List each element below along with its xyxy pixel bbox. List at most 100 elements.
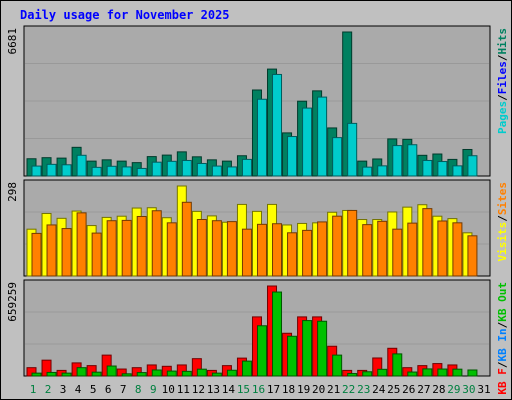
bar-files-day-2 [46,163,57,177]
bar-files-day-20 [317,96,328,177]
legend-separator: / [496,321,509,328]
x-tick-label: 26 [402,383,415,396]
bar-sites-day-17 [272,223,283,277]
bar-kb-out-day-6 [106,365,117,377]
bar-sites-day-27 [422,208,433,277]
bar-sites-day-18 [287,232,298,277]
x-tick-label: 9 [150,383,157,396]
x-tick-label: 29 [447,383,460,396]
bar-sites-day-10 [166,222,177,277]
x-tick-label: 30 [462,383,475,396]
legend-item: KB In [496,328,509,361]
x-tick-label: 24 [372,383,386,396]
bar-kb-out-day-14 [226,369,237,377]
bar-files-day-15 [241,158,252,177]
legend-visits-sites: Visits/Sites [496,182,509,262]
x-tick-label: 20 [312,383,325,396]
bar-sites-day-29 [452,222,463,277]
bar-files-day-7 [121,166,132,177]
bar-sites-day-25 [392,228,403,277]
bar-kb-out-day-28 [437,368,448,377]
bar-kb-out-day-10 [166,370,177,377]
x-tick-label: 3 [60,383,67,396]
y-max-label: 6681 [6,28,19,55]
x-tick-label: 15 [237,383,250,396]
x-tick-label: 2 [45,383,52,396]
bar-sites-day-9 [151,210,162,277]
bar-kb-out-day-20 [317,320,328,377]
bar-sites-day-4 [76,212,87,277]
x-tick-label: 8 [135,383,142,396]
y-max-label: 298 [6,182,19,202]
x-tick-label: 16 [252,383,265,396]
bar-kb-out-day-25 [392,353,403,377]
bar-files-day-18 [287,136,298,177]
x-tick-label: 13 [207,383,220,396]
bar-files-day-24 [377,165,388,177]
bar-sites-day-26 [407,222,418,277]
x-tick-label: 31 [477,383,490,396]
bar-files-day-14 [226,166,237,177]
bar-sites-day-3 [61,228,72,277]
bar-kb-out-day-8 [136,372,147,377]
x-tick-label: 27 [417,383,430,396]
bar-files-day-10 [166,160,177,177]
bar-kb-out-day-23 [362,371,373,377]
bar-sites-day-15 [241,228,252,277]
x-tick-label: 12 [192,383,205,396]
bar-sites-day-21 [332,215,343,277]
bar-kb-out-day-5 [91,371,102,377]
legend-item: Hits [496,28,509,55]
bar-files-day-23 [362,166,373,177]
bar-kb-out-day-22 [347,373,358,377]
x-tick-label: 11 [177,383,190,396]
bar-kb-out-day-3 [61,372,72,377]
bar-files-day-30 [467,155,478,177]
x-axis: 1 2 3 4 5 6 7 8 9 10 11 12 13 14 15 16 17 18 19 20 21 22 23 24 2… [30,383,491,396]
bar-kb-out-day-11 [181,370,192,377]
x-tick-label: 6 [105,383,112,396]
bar-sites-day-8 [136,215,147,277]
x-tick-label: 1 [30,383,37,396]
bar-kb-out-day-29 [452,368,463,377]
x-tick-label: 17 [267,383,280,396]
bar-files-day-29 [452,165,463,177]
x-tick-label: 25 [387,383,400,396]
legend-separator: / [496,215,509,222]
graph-title: Daily usage for November 2025 [20,8,230,22]
bar-files-day-25 [392,145,403,177]
legend-separator: / [496,94,509,101]
bar-sites-day-19 [302,229,313,277]
legend-kbf-kbin-kbout: KB F/KB In/KB Out [496,282,509,395]
bar-sites-day-6 [106,220,117,277]
bar-kb-out-day-19 [302,320,313,377]
bar-files-day-4 [76,154,87,177]
legend-item: KB F [496,368,509,395]
panel-visits-sites: 298 Visits/Sites [6,179,509,277]
bar-sites-day-13 [211,220,222,277]
bar-kb-out-day-12 [196,368,207,377]
bar-kb-out-day-15 [241,360,252,377]
x-tick-label: 7 [120,383,127,396]
bar-files-day-9 [151,161,162,177]
legend-separator: / [496,54,509,61]
bar-kb-out-day-13 [211,372,222,377]
bar-files-day-21 [332,137,343,177]
bar-sites-day-2 [46,224,57,277]
bar-kb-out-day-7 [121,373,132,377]
bar-sites-day-22 [347,209,358,277]
bar-kb-out-day-18 [287,335,298,377]
x-tick-label: 23 [357,383,370,396]
bar-files-day-16 [256,98,267,177]
bar-sites-day-5 [91,232,102,277]
bar-kb-out-day-21 [332,354,343,377]
legend-item: Files [496,61,509,94]
bar-kb-out-day-17 [272,291,283,377]
x-tick-label: 21 [327,383,340,396]
bar-sites-day-7 [121,219,132,277]
bar-kb-out-day-24 [377,368,388,377]
x-tick-label: 22 [342,383,355,396]
